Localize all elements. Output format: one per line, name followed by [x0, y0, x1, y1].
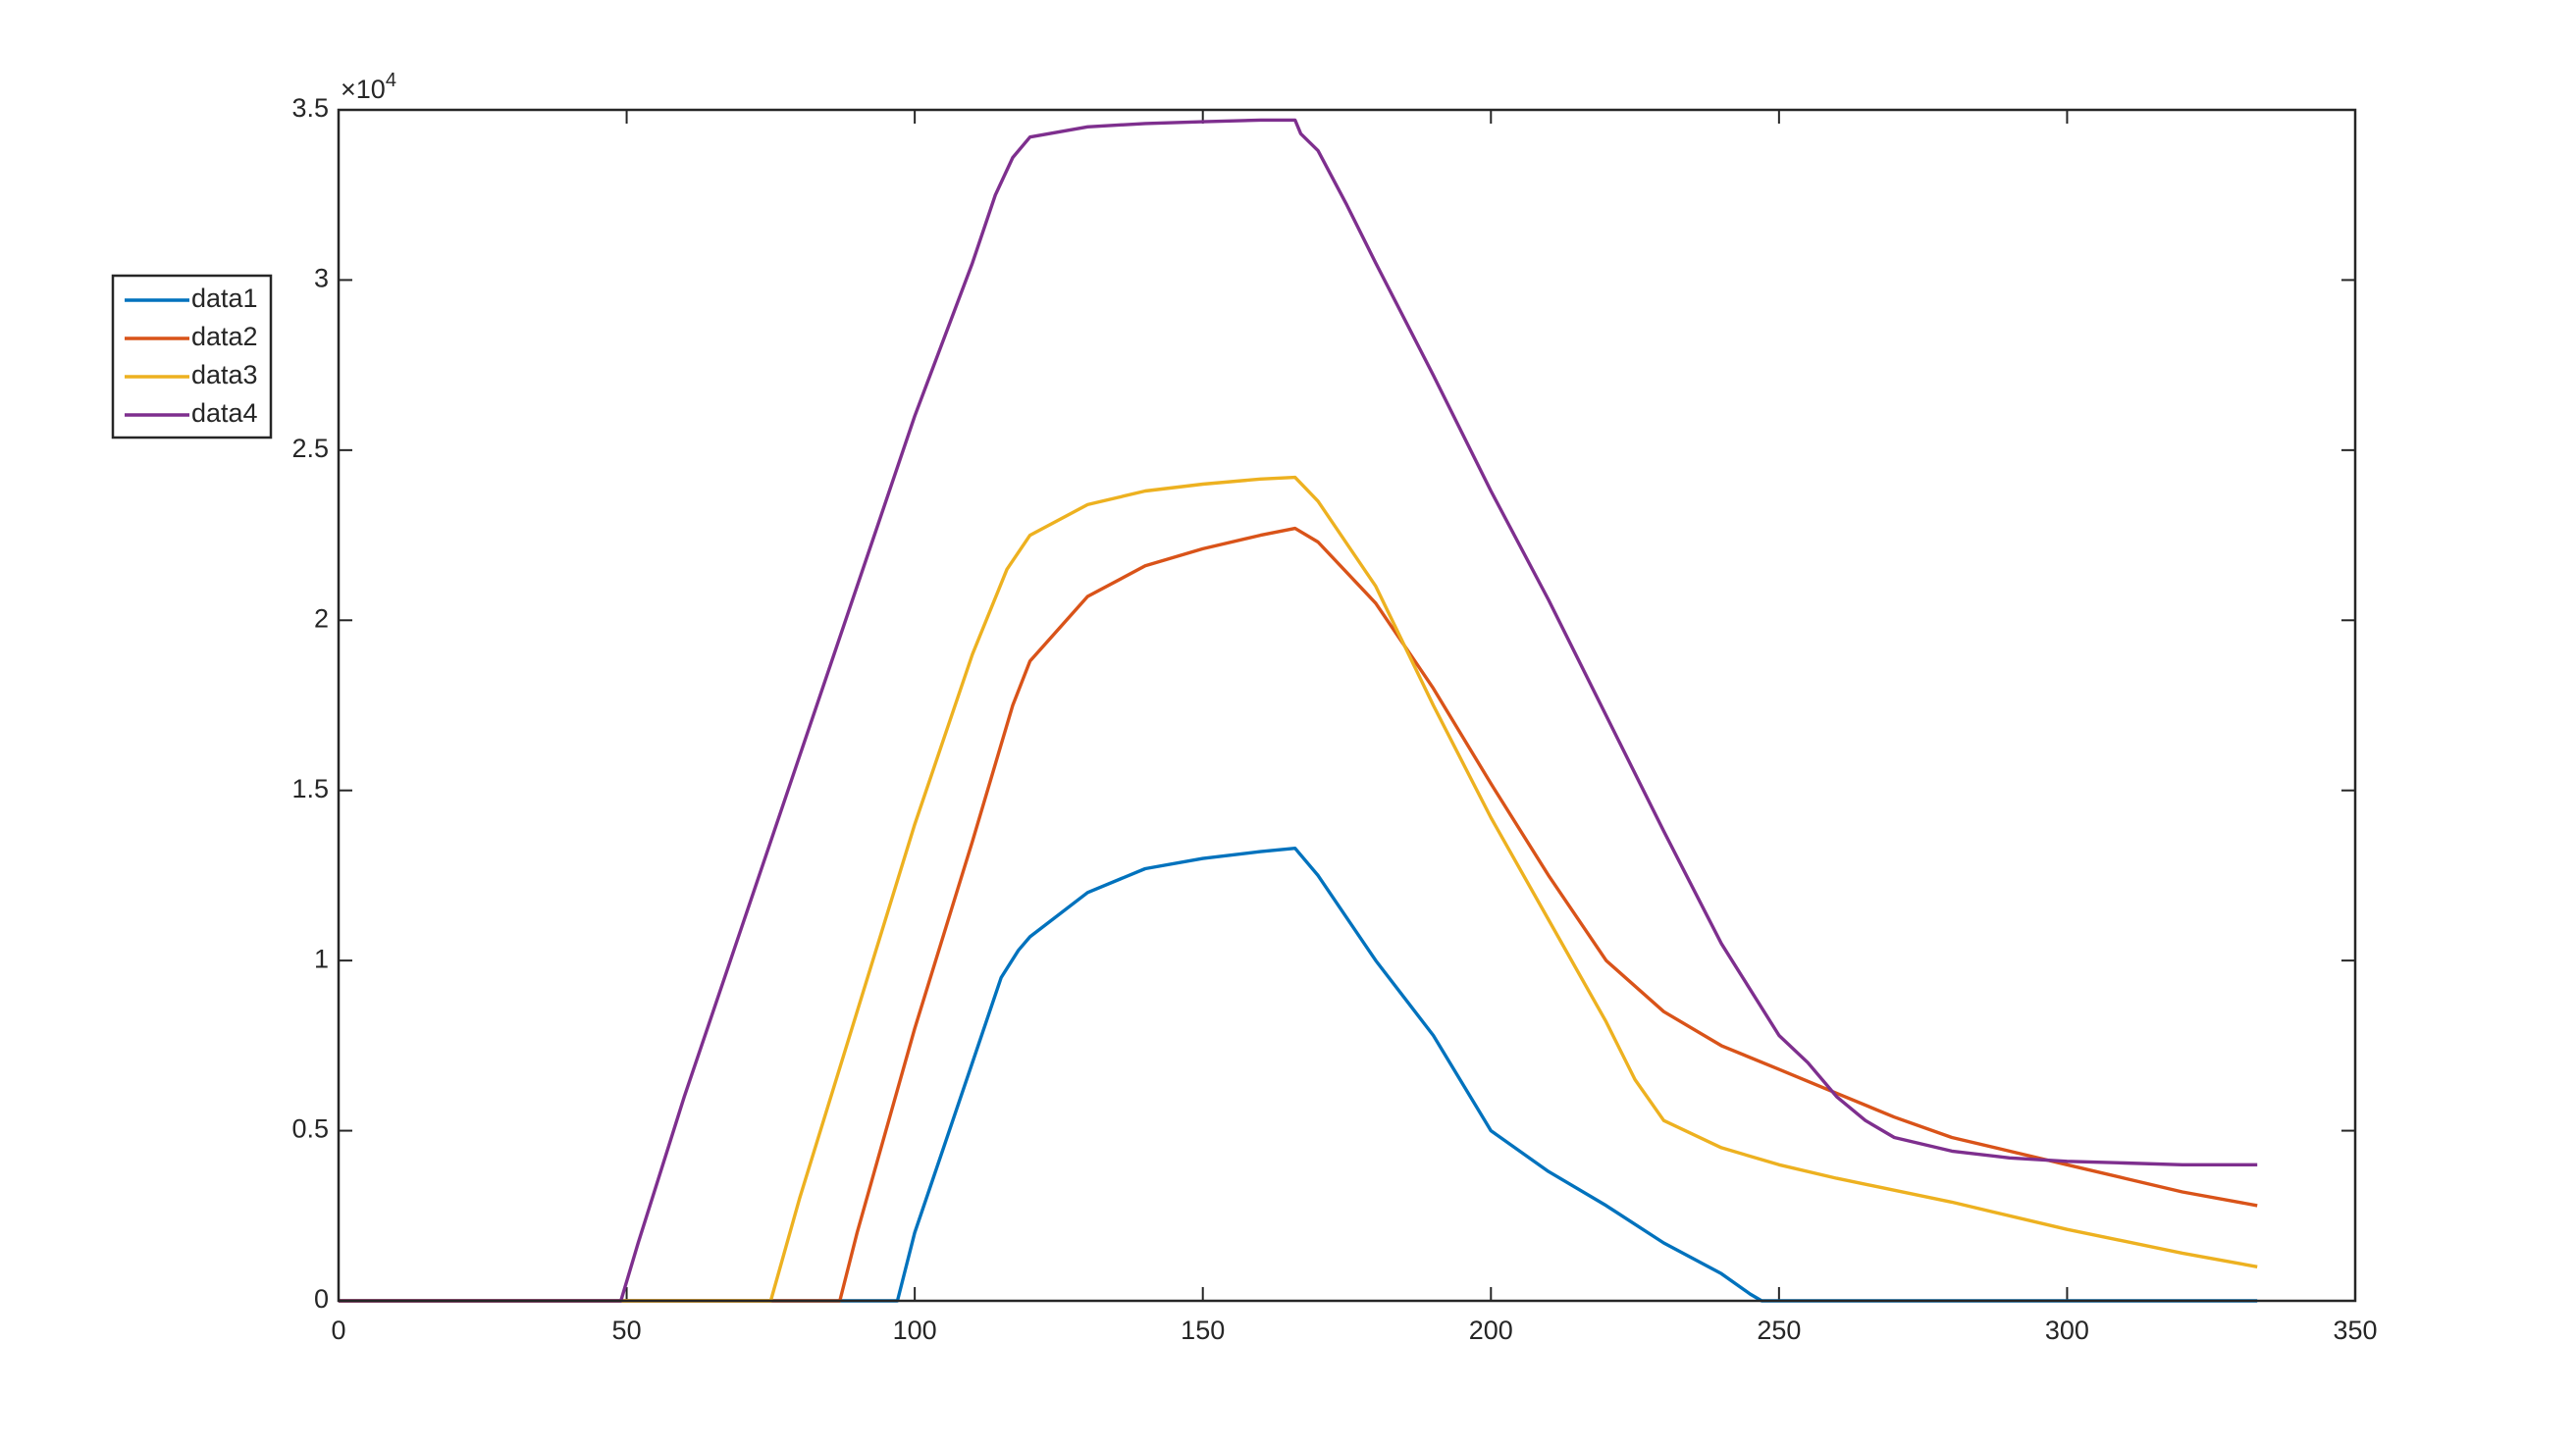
legend-label: data4 [191, 398, 258, 428]
y-tick-label: 3.5 [291, 93, 329, 123]
x-tick-label: 350 [2333, 1316, 2377, 1345]
y-tick-label: 2 [314, 603, 329, 633]
y-tick-label: 1.5 [291, 774, 329, 803]
data-line [339, 847, 2258, 1303]
y-multiplier-base: ×10 [341, 75, 386, 104]
x-tick-label: 300 [2045, 1316, 2089, 1345]
y-tick-label: 3 [314, 264, 329, 293]
legend-label: data1 [191, 284, 258, 313]
x-tick-label: 50 [612, 1316, 642, 1345]
y-tick-label: 2.5 [291, 434, 329, 463]
legend-label: data2 [191, 322, 258, 351]
x-tick-label: 250 [1757, 1316, 1801, 1345]
y-tick-label: 0 [314, 1284, 329, 1314]
axes-box [337, 108, 2357, 1303]
x-tick-label: 0 [331, 1316, 345, 1345]
legend-label: data3 [191, 360, 258, 389]
y-multiplier: ×104 [341, 70, 396, 104]
x-tick-label: 150 [1181, 1316, 1225, 1345]
y-tick-label: 0.5 [291, 1114, 329, 1144]
y-tick-label: 1 [314, 944, 329, 973]
x-tick-label: 200 [1469, 1316, 1513, 1345]
data-line [339, 118, 2258, 1303]
data-line [339, 475, 2258, 1303]
data-line [339, 526, 2258, 1303]
x-tick-label: 100 [893, 1316, 937, 1345]
y-multiplier-exponent: 4 [386, 70, 396, 91]
legend: data1 data2 data3 data4 [111, 274, 273, 439]
legend-box [111, 274, 273, 439]
